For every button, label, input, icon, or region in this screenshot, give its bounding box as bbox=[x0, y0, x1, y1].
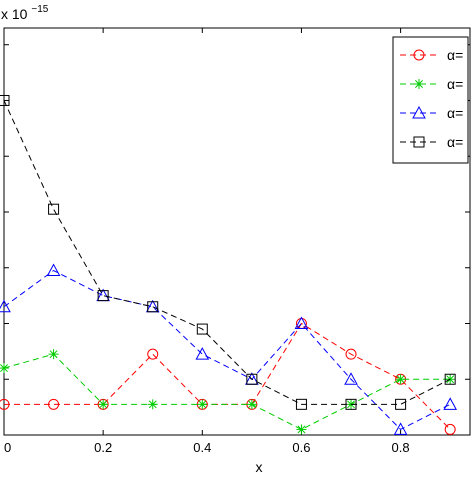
series-line bbox=[3, 353, 451, 430]
legend-label: α= bbox=[447, 47, 463, 63]
data-point bbox=[147, 301, 159, 313]
data-point bbox=[48, 203, 60, 215]
data-point bbox=[48, 398, 60, 410]
series-line bbox=[3, 269, 451, 431]
y-exponent-power: −15 bbox=[31, 4, 48, 15]
data-point bbox=[147, 399, 158, 410]
asterisk-stroke bbox=[396, 375, 405, 384]
y-exponent-label: x 10 −15 bbox=[1, 4, 49, 22]
x-tick-label: 0.4 bbox=[193, 440, 211, 455]
series-line bbox=[4, 322, 451, 430]
series-line bbox=[3, 100, 451, 405]
data-point bbox=[147, 348, 159, 360]
asterisk-stroke bbox=[49, 350, 58, 359]
data-point bbox=[345, 398, 357, 410]
plot-frame bbox=[3, 27, 471, 436]
asterisk-stroke bbox=[148, 400, 157, 409]
legend-label: α= bbox=[447, 105, 463, 121]
series-4 bbox=[0, 94, 456, 410]
axes: 0 0.2 0.4 0.6 0.8 bbox=[3, 27, 471, 455]
x-tick-label: 0.6 bbox=[292, 440, 310, 455]
data-point bbox=[0, 94, 10, 106]
data-point bbox=[97, 290, 109, 302]
legend-entry: α= bbox=[400, 105, 463, 121]
legend-label: α= bbox=[447, 134, 463, 150]
data-point bbox=[444, 423, 456, 435]
series-2 bbox=[0, 349, 456, 435]
data-point bbox=[294, 316, 309, 329]
data-point bbox=[296, 424, 307, 435]
data-point bbox=[395, 374, 406, 385]
asterisk-stroke bbox=[415, 80, 423, 88]
data-point bbox=[395, 398, 407, 410]
data-point bbox=[46, 263, 61, 277]
data-point bbox=[346, 399, 357, 410]
data-point bbox=[246, 399, 257, 410]
data-point bbox=[0, 299, 11, 313]
data-point bbox=[196, 323, 208, 335]
data-point bbox=[295, 398, 307, 410]
legend-marker bbox=[413, 49, 425, 61]
data-point bbox=[96, 288, 110, 302]
data-point bbox=[345, 348, 357, 360]
data-point bbox=[246, 373, 258, 385]
legend-marker bbox=[412, 105, 426, 119]
asterisk-stroke bbox=[347, 400, 355, 409]
data-point bbox=[344, 372, 358, 385]
data-point bbox=[48, 349, 59, 360]
x-tick-label: 0.2 bbox=[94, 440, 112, 455]
legend-label: α= bbox=[447, 76, 463, 92]
asterisk-stroke bbox=[247, 400, 256, 409]
data-point bbox=[0, 363, 9, 374]
series-3 bbox=[0, 263, 458, 435]
asterisk-stroke bbox=[99, 400, 108, 409]
x-tick-label: 0 bbox=[4, 440, 11, 455]
legend-entry: α= bbox=[400, 76, 463, 92]
asterisk-stroke bbox=[297, 425, 306, 434]
asterisk-stroke bbox=[0, 364, 8, 373]
x-axis-label: x bbox=[256, 459, 263, 474]
series-group bbox=[0, 94, 458, 435]
asterisk-stroke bbox=[198, 400, 207, 409]
series-1 bbox=[0, 317, 456, 435]
data-point bbox=[195, 347, 210, 360]
legend: α= α= α= α= bbox=[392, 36, 469, 164]
data-point bbox=[443, 397, 458, 410]
legend-marker bbox=[414, 79, 424, 89]
legend-marker bbox=[413, 136, 425, 148]
data-point bbox=[197, 399, 208, 410]
data-point bbox=[98, 399, 109, 410]
data-point bbox=[444, 373, 456, 385]
legend-entry: α= bbox=[400, 47, 463, 63]
legend-entry: α= bbox=[400, 134, 463, 150]
x-tick-label: 0.8 bbox=[392, 440, 410, 455]
data-point bbox=[0, 398, 10, 410]
data-point bbox=[393, 422, 408, 435]
